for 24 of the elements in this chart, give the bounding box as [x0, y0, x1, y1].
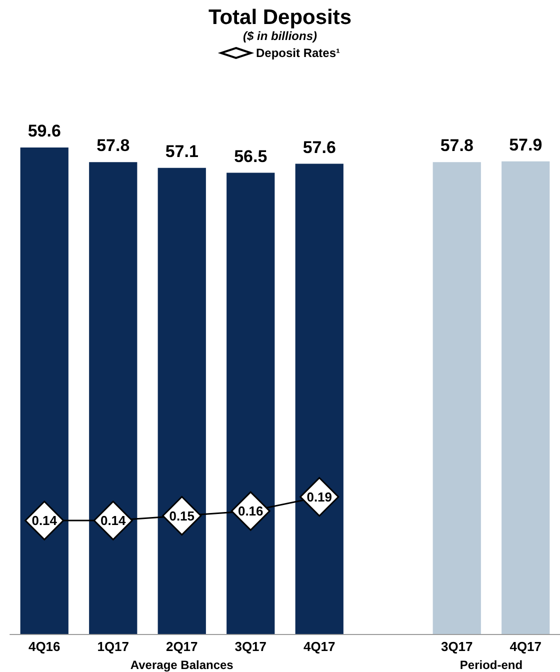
- data-label: 56.5: [234, 146, 268, 166]
- x-tick-label: 3Q17: [234, 639, 267, 654]
- x-tick-label: 1Q17: [97, 639, 130, 654]
- x-tick-label: 4Q17: [303, 639, 336, 654]
- x-tick-label: 4Q16: [28, 639, 60, 654]
- data-label: 57.6: [302, 138, 336, 157]
- data-label: 0.16: [238, 504, 264, 519]
- x-tick-label: 4Q17: [510, 639, 542, 654]
- chart-subtitle: ($ in billions): [243, 29, 317, 43]
- data-label: 59.6: [28, 121, 61, 140]
- data-label: 0.15: [169, 508, 195, 524]
- data-label: 0.14: [32, 513, 58, 528]
- data-label: 57.9: [509, 135, 542, 154]
- data-label: 0.19: [306, 489, 332, 504]
- data-label: 57.8: [96, 136, 130, 156]
- data-label: 57.8: [440, 136, 474, 156]
- x-tick-label: 3Q17: [440, 639, 473, 654]
- text: Period-end: [460, 658, 523, 672]
- legend-label: Deposit Rates¹: [256, 46, 340, 60]
- text: Average Balances: [130, 658, 234, 672]
- x-tick-label: 2Q17: [166, 639, 198, 654]
- data-label: 57.1: [165, 142, 198, 161]
- data-label: 0.14: [100, 513, 127, 528]
- chart-title: Total Deposits: [208, 6, 352, 29]
